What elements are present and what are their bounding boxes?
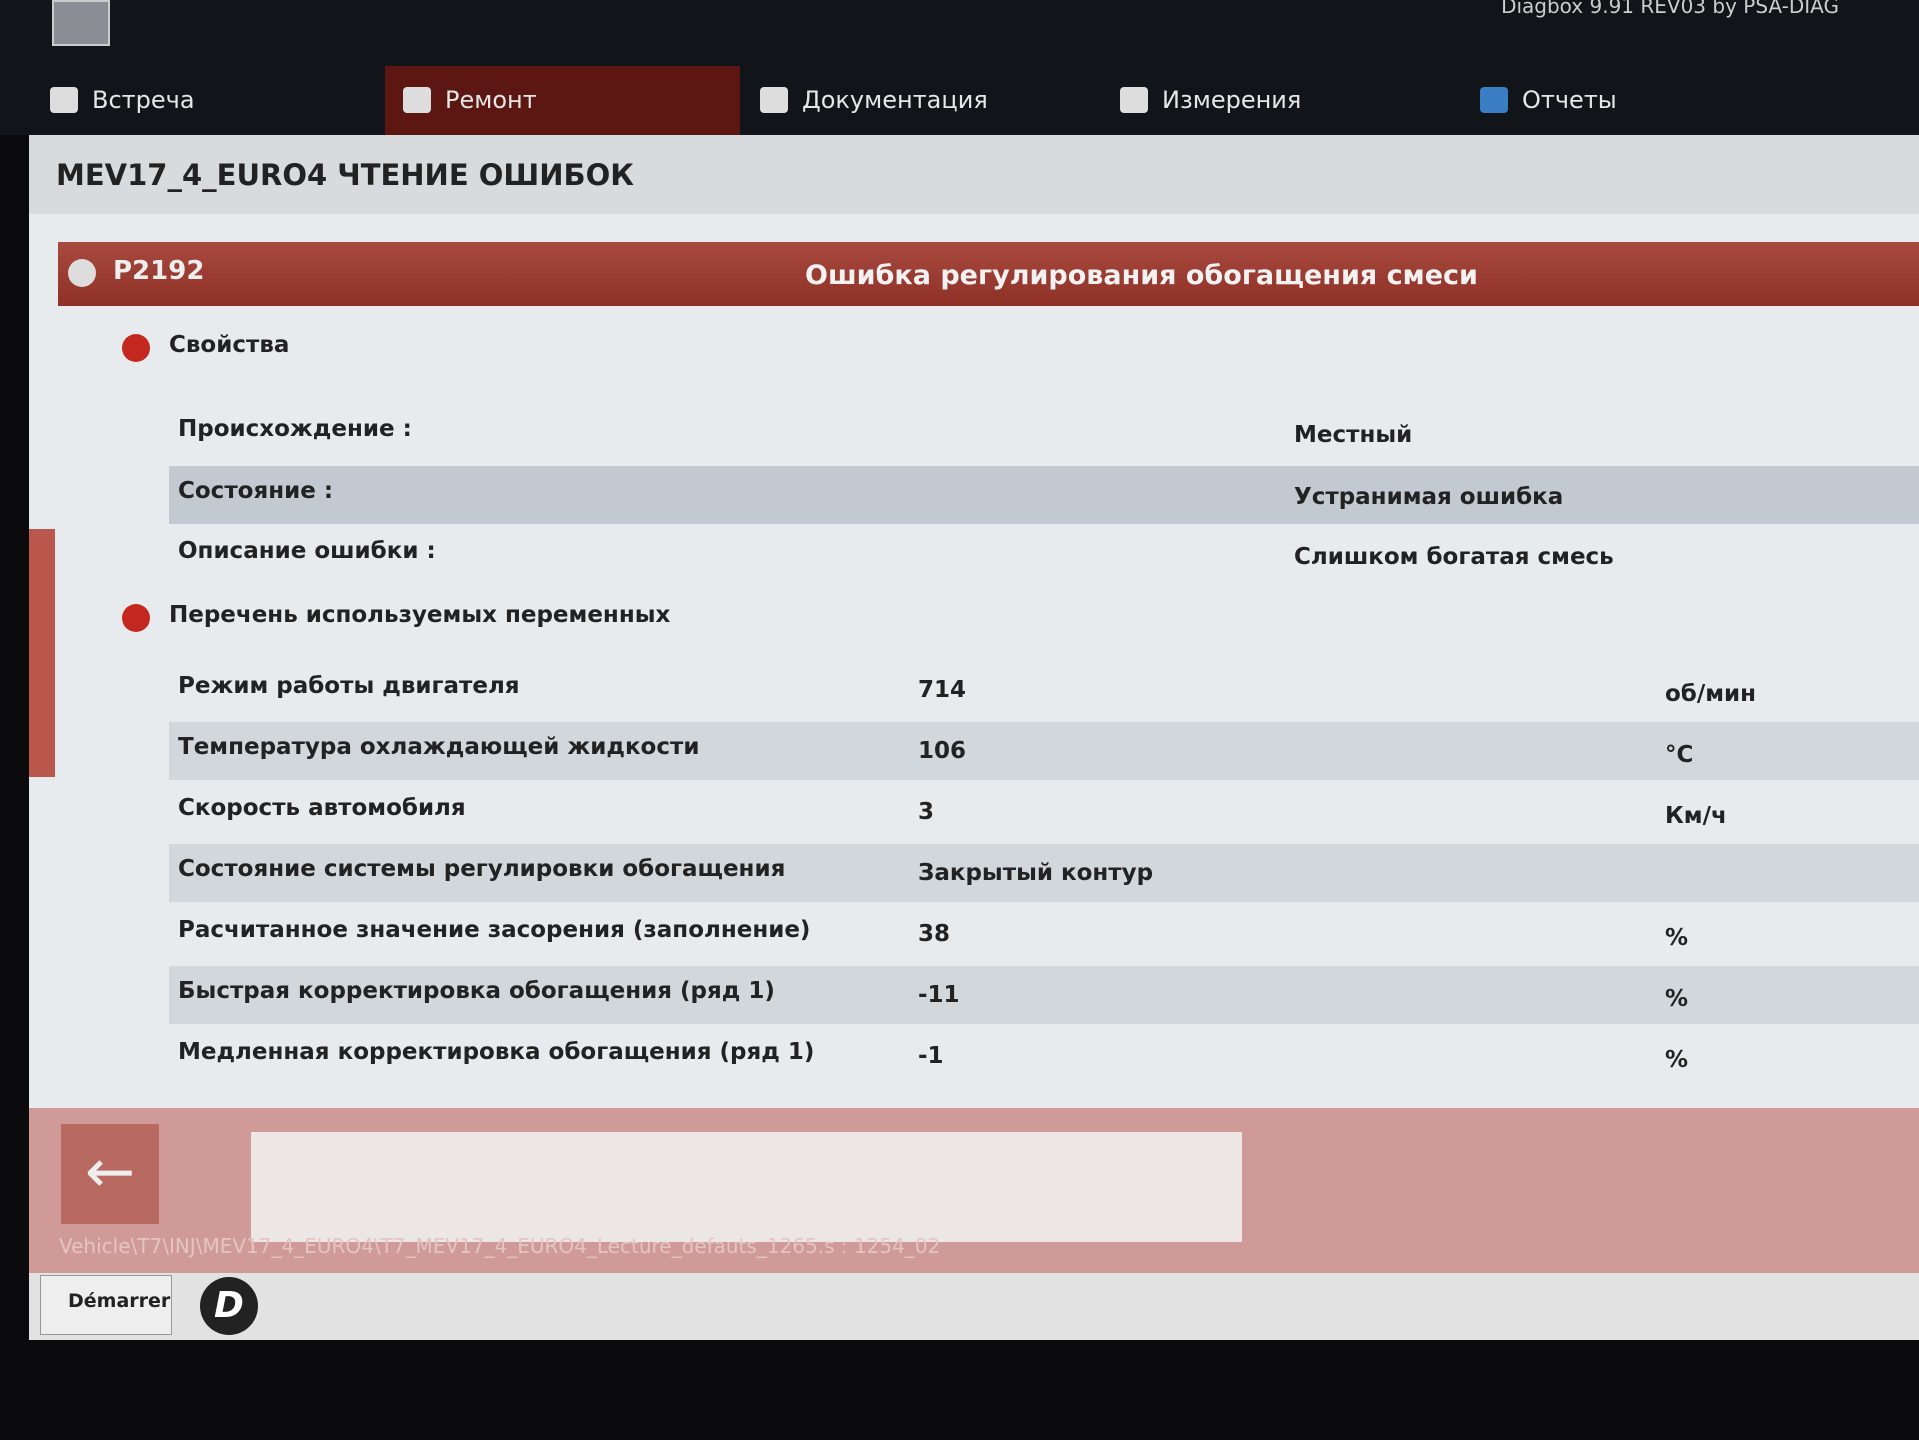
property-label: Состояние : bbox=[178, 478, 334, 504]
back-button[interactable]: ← bbox=[61, 1124, 159, 1224]
message-box bbox=[251, 1132, 1242, 1242]
row-highlight bbox=[169, 966, 1919, 1024]
fault-bar bbox=[58, 242, 1919, 306]
variable-value: 106 bbox=[918, 738, 967, 764]
section-heading: Перечень используемых переменных bbox=[169, 602, 671, 628]
nav-tab[interactable]: Документация bbox=[802, 86, 988, 114]
nav-icon bbox=[760, 87, 788, 113]
row-highlight bbox=[169, 722, 1919, 780]
variable-unit: об/мин bbox=[1665, 681, 1757, 707]
variable-value: 38 bbox=[918, 921, 951, 947]
nav-icon bbox=[403, 87, 431, 113]
property-value: Слишком богатая смесь bbox=[1294, 544, 1614, 570]
top-bar bbox=[0, 0, 1919, 135]
content bbox=[29, 135, 1919, 1273]
row-highlight bbox=[169, 844, 1919, 902]
variable-unit: % bbox=[1665, 1047, 1689, 1073]
variable-unit: °C bbox=[1665, 742, 1694, 768]
variable-unit: % bbox=[1665, 986, 1689, 1012]
page-title: MEV17_4_EURO4 ЧТЕНИЕ ОШИБОК bbox=[56, 158, 634, 192]
section-heading: Свойства bbox=[169, 332, 290, 358]
nav-icon bbox=[1120, 87, 1148, 113]
variable-value: -1 bbox=[918, 1043, 944, 1069]
app-icon[interactable]: D bbox=[200, 1277, 258, 1335]
section-icon bbox=[122, 604, 150, 632]
property-value: Устранимая ошибка bbox=[1294, 484, 1564, 510]
footer-path: Vehicle\T7\INJ\MEV17_4_EURO4\T7_MEV17_4_… bbox=[59, 1234, 941, 1258]
fault-code: P2192 bbox=[113, 256, 205, 286]
nav-tab[interactable]: Встреча bbox=[92, 86, 195, 114]
nav-icon bbox=[50, 87, 78, 113]
side-tab[interactable] bbox=[29, 529, 55, 777]
nav-tab[interactable]: Измерения bbox=[1162, 86, 1302, 114]
property-value: Местный bbox=[1294, 422, 1413, 448]
variable-value: Закрытый контур bbox=[918, 860, 1154, 886]
app-title: Diagbox 9.91 REV03 by PSA-DIAG bbox=[1501, 0, 1839, 18]
nav-tab[interactable]: Ремонт bbox=[445, 86, 537, 114]
variable-name: Быстрая корректировка обогащения (ряд 1) bbox=[178, 978, 775, 1004]
variable-unit: Км/ч bbox=[1665, 803, 1727, 829]
nav-tab[interactable]: Отчеты bbox=[1522, 86, 1617, 114]
active-tab bbox=[385, 66, 740, 135]
variable-value: 3 bbox=[918, 799, 935, 825]
row-highlight bbox=[169, 466, 1919, 524]
start-button[interactable] bbox=[40, 1275, 172, 1335]
variable-unit: % bbox=[1665, 925, 1689, 951]
property-label: Происхождение : bbox=[178, 416, 412, 442]
nav: Встреча Ремонт Документация Измерения Отчеты bbox=[0, 0, 1919, 135]
taskbar bbox=[29, 1273, 1919, 1340]
collapse-icon[interactable] bbox=[68, 259, 96, 287]
variable-value: 714 bbox=[918, 677, 967, 703]
nav-icon bbox=[1480, 87, 1508, 113]
variable-value: -11 bbox=[918, 982, 960, 1008]
logo bbox=[52, 0, 110, 46]
variable-name: Состояние системы регулировки обогащения bbox=[178, 856, 786, 882]
variable-name: Режим работы двигателя bbox=[178, 673, 520, 699]
property-label: Описание ошибки : bbox=[178, 538, 436, 564]
section-icon bbox=[122, 334, 150, 362]
variable-name: Температура охлаждающей жидкости bbox=[178, 734, 700, 760]
fault-description: Ошибка регулирования обогащения смеси bbox=[805, 260, 1478, 291]
variable-name: Скорость автомобиля bbox=[178, 795, 466, 821]
title-bar bbox=[29, 135, 1919, 214]
variable-name: Медленная корректировка обогащения (ряд … bbox=[178, 1039, 815, 1065]
start-label[interactable]: Démarrer bbox=[68, 1290, 171, 1312]
variable-name: Расчитанное значение засорения (заполнен… bbox=[178, 917, 811, 943]
